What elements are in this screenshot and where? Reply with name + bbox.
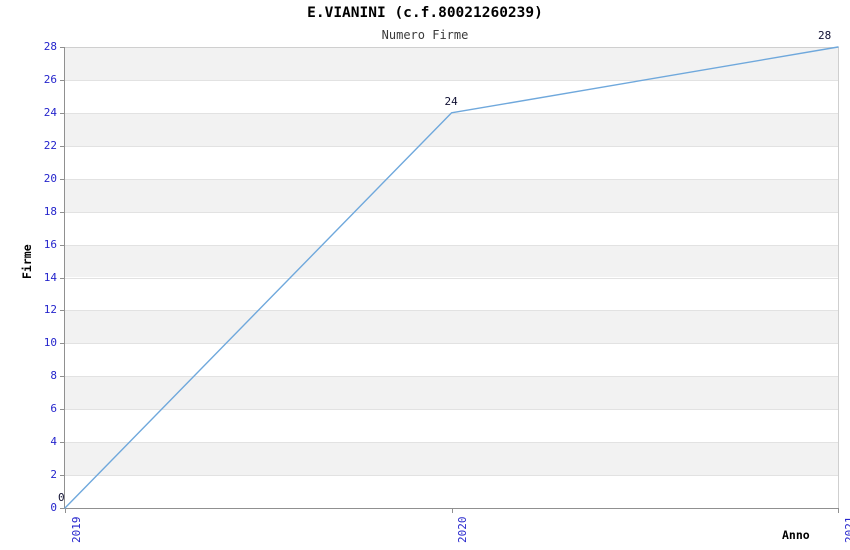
chart-title: E.VIANINI (c.f.80021260239) <box>307 5 543 21</box>
plot-area <box>65 47 838 508</box>
gridline <box>65 146 838 147</box>
y-tick-mark <box>60 310 64 311</box>
y-tick-label: 2 <box>50 468 57 482</box>
gridline <box>65 376 838 377</box>
y-tick-mark <box>60 475 64 476</box>
y-tick-mark <box>60 343 64 344</box>
y-tick-mark <box>60 179 64 180</box>
series-line-numero-firme <box>64 46 839 509</box>
y-tick-mark <box>60 376 64 377</box>
y-tick-mark <box>60 47 64 48</box>
gridline <box>65 310 838 311</box>
gridline <box>65 409 838 410</box>
y-tick-label: 28 <box>43 40 57 53</box>
gridline <box>65 80 838 81</box>
x-axis-title: Anno <box>782 528 810 542</box>
y-tick-label: 20 <box>43 171 57 185</box>
y-tick-mark <box>60 278 64 279</box>
y-tick-label: 18 <box>43 204 57 218</box>
y-axis-line <box>64 47 65 509</box>
y-tick-label: 12 <box>43 303 57 317</box>
background-band <box>65 47 838 80</box>
y-tick-mark <box>60 113 64 114</box>
y-tick-mark <box>60 442 64 443</box>
y-tick-label: 6 <box>50 402 57 416</box>
data-point-label: 24 <box>444 94 458 108</box>
gridline <box>65 278 838 279</box>
gridline <box>65 442 838 443</box>
background-band <box>65 310 838 344</box>
background-band <box>65 178 838 212</box>
x-tick-mark <box>838 509 839 513</box>
background-band <box>65 112 838 146</box>
plot-border-right <box>838 47 839 509</box>
background-band <box>65 244 838 278</box>
plot-border-top <box>65 47 839 48</box>
background-band <box>65 442 838 476</box>
y-tick-label: 10 <box>43 336 57 350</box>
y-tick-label: 4 <box>50 435 57 449</box>
y-tick-label: 0 <box>50 501 57 514</box>
y-tick-mark <box>60 212 64 213</box>
y-tick-mark <box>60 80 64 81</box>
y-tick-label: 16 <box>43 237 57 251</box>
y-tick-label: 14 <box>43 270 57 284</box>
gridline <box>65 343 838 344</box>
y-tick-label: 8 <box>50 369 57 383</box>
y-tick-mark <box>60 245 64 246</box>
y-tick-mark <box>60 508 64 509</box>
gridline <box>65 212 838 213</box>
x-tick-mark <box>452 509 453 513</box>
y-tick-label: 22 <box>43 138 57 152</box>
data-point-label: 28 <box>818 29 832 42</box>
background-band <box>65 376 838 410</box>
gridline <box>65 475 838 476</box>
y-tick-label: 24 <box>43 105 57 119</box>
gridline <box>65 179 838 180</box>
data-point-label: 0 <box>58 491 65 504</box>
x-axis-line <box>64 508 839 509</box>
x-tick-mark <box>65 509 66 513</box>
gridline <box>65 245 838 246</box>
chart-subtitle: Numero Firme <box>381 28 469 42</box>
y-tick-mark <box>60 146 64 147</box>
y-tick-label: 26 <box>43 72 57 86</box>
y-tick-mark <box>60 409 64 410</box>
